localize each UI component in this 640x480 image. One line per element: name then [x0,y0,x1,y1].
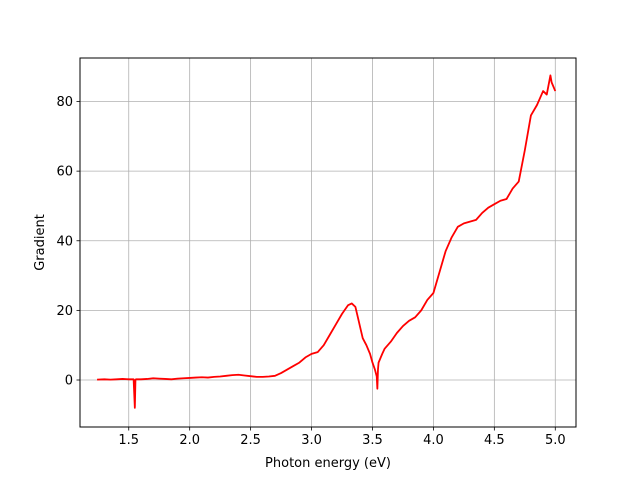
series-line-0 [97,74,557,409]
y-tick-label: 60 [56,165,73,180]
y-tick-label: 0 [65,374,73,389]
x-tick-label: 4.5 [484,433,505,448]
y-tick-label: 20 [56,304,73,319]
x-tick-label: 4.0 [423,433,444,448]
x-tick-label: 3.5 [362,433,383,448]
plot-area [80,58,576,427]
y-tick-label: 40 [56,234,73,249]
y-axis-label: Gradient [33,214,48,271]
grid [80,58,576,427]
y-tick-label: 80 [56,95,73,110]
x-tick-label: 2.5 [240,433,261,448]
x-tick-label: 1.5 [118,433,139,448]
x-tick-label: 2.0 [179,433,200,448]
x-tick-label: 5.0 [545,433,566,448]
plot-frame [79,57,577,428]
x-axis-label: Photon energy (eV) [265,456,391,471]
series-layer [97,74,557,409]
ticks: 1.5 2.0 2.5 3.0 3.5 4.0 4.5 5.0 0 20 40 60 80 [56,95,565,448]
x-tick-label: 3.0 [301,433,322,448]
